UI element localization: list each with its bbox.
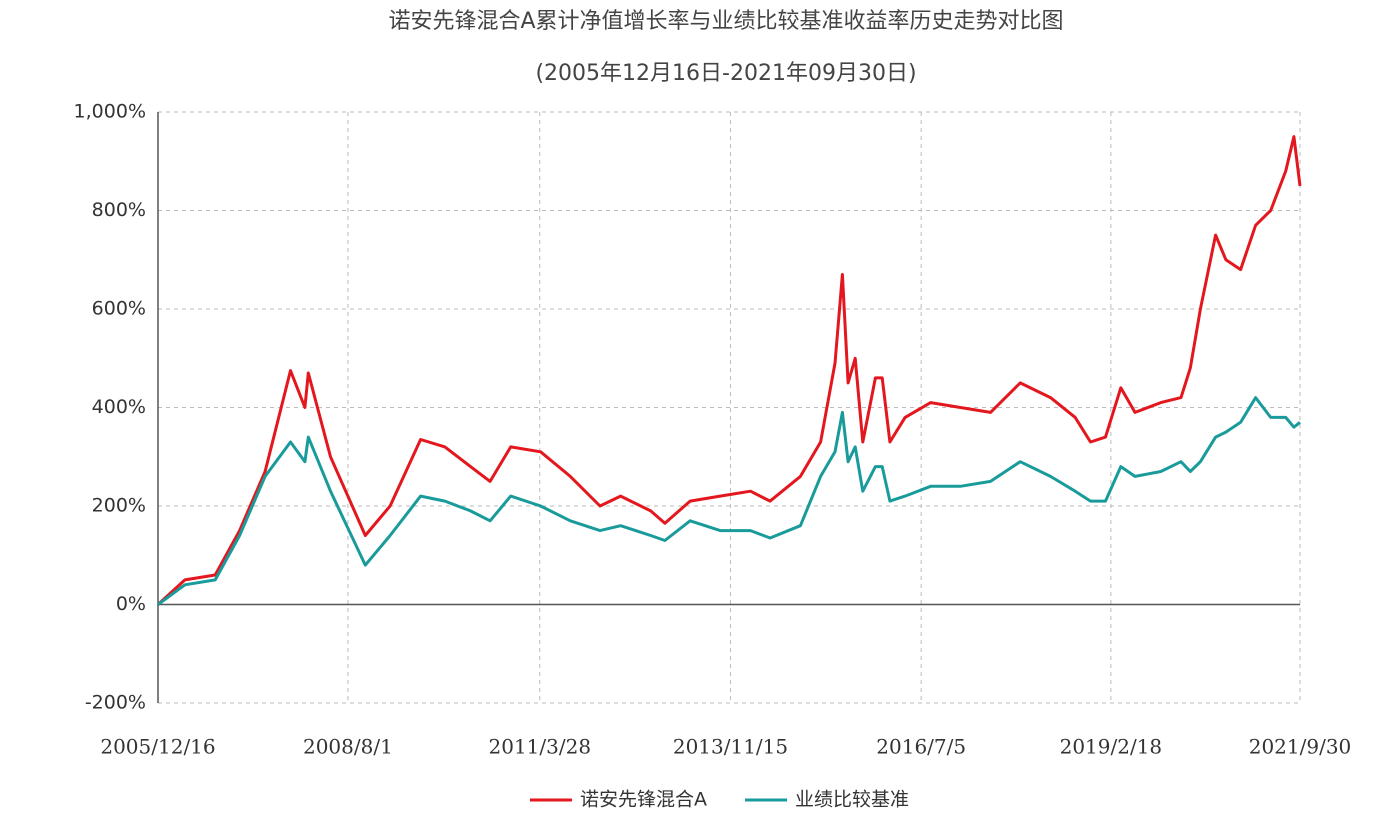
- series-line: [157, 396, 1301, 606]
- y-tick-label: -200%: [85, 692, 146, 714]
- y-tick-label: 400%: [92, 396, 146, 418]
- x-tick-label: 2016/7/5: [876, 735, 966, 759]
- chart-subtitle: (2005年12月16日-2021年09月30日): [535, 61, 916, 86]
- y-tick-label: 800%: [92, 199, 146, 221]
- series-line: [156, 135, 1302, 606]
- x-tick-label: 2013/11/15: [673, 735, 788, 759]
- x-tick-label: 2005/12/16: [100, 735, 215, 759]
- y-tick-label: 600%: [92, 298, 146, 320]
- x-tick-label: 2011/3/28: [489, 735, 592, 759]
- y-tick-label: 200%: [92, 495, 146, 517]
- x-tick-label: 2008/8/1: [303, 735, 393, 759]
- x-tick-label: 2021/9/30: [1249, 735, 1352, 759]
- y-tick-label: 0%: [116, 593, 146, 615]
- y-tick-label: 1,000%: [74, 101, 146, 123]
- chart-title: 诺安先锋混合A累计净值增长率与业绩比较基准收益率历史走势对比图: [388, 9, 1063, 34]
- legend-label: 诺安先锋混合A: [580, 789, 707, 811]
- legend-label: 业绩比较基准: [795, 789, 909, 811]
- x-tick-label: 2019/2/18: [1060, 735, 1163, 759]
